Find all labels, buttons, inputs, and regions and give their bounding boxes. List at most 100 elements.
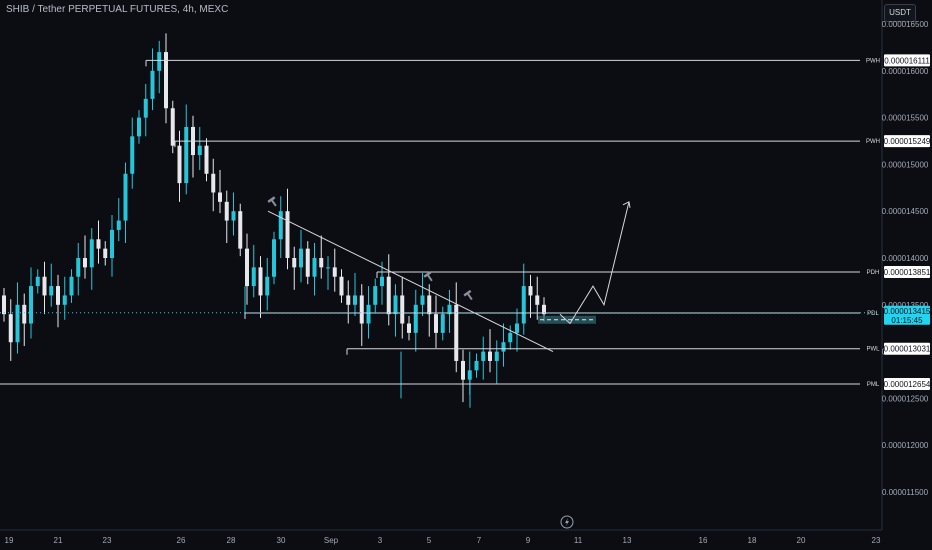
levels: PWH 0.000016111 PWH 0.000015249 PDH 0.0000138… [0,54,931,390]
projection-path[interactable] [559,201,630,325]
candle-body [110,229,114,258]
level-tag: PWH [866,139,880,145]
candle-body [359,295,364,324]
candle-body [515,323,519,333]
price-tick-label: 0.000012000 [882,441,929,450]
candle-body [35,276,40,287]
symbol-title: SHIB / Tether PERPETUAL FUTURES, 4h, MEX… [6,4,229,15]
candle-body [346,295,351,305]
swing-marker-icon [463,289,473,301]
candle-body [366,304,371,324]
candle-body [258,267,263,296]
price-tick-label: 0.000015500 [882,114,929,123]
candle-body [299,248,303,268]
candle-body [312,258,317,277]
candle-body [420,295,425,305]
level-tag: PWL [866,347,880,353]
candle-body [393,295,398,315]
candle-body [292,258,297,268]
candle-body [150,70,155,99]
replay-icon[interactable] [560,515,574,529]
candle-body [427,295,432,315]
candle-body [332,267,337,277]
candle-body [170,108,175,146]
level-price-label: 0.000013031 [884,345,931,354]
price-axis[interactable]: 0.000016500 0.000016000 0.000015500 0.00001… [882,20,929,497]
price-tick-label: 0.000014500 [882,207,929,216]
candle-body [400,295,405,324]
currency-button[interactable]: USDT [884,4,916,22]
time-tick-label: 13 [623,536,632,545]
candle-body [528,286,533,296]
level-tag: PWH [866,58,880,64]
candle-body [272,239,276,277]
candle-body [22,304,27,324]
time-tick-label: 7 [477,536,482,545]
time-tick-label: 23 [872,536,881,545]
candle-body [407,323,411,333]
candle-body [380,276,384,287]
candle-body [116,220,121,230]
time-tick-label: 21 [54,536,63,545]
time-tick-label: 20 [797,536,806,545]
candle-body [386,276,391,315]
candle-body [42,276,47,296]
entry-zone[interactable] [538,315,596,324]
candle-body [49,286,54,296]
candle-body [224,201,229,221]
candle-body [123,173,128,221]
candle-body [89,239,94,268]
candle-body [508,332,513,343]
candle-body [8,314,13,343]
level-price-label: 0.000016111 [884,56,930,65]
candle-body [326,267,330,269]
countdown-label: 01:15:45 [891,316,923,325]
candle-body [440,314,445,333]
drawings [267,196,631,353]
price-tick-label: 0.000012500 [882,394,929,403]
candle-body [474,360,479,371]
candle-body [285,211,290,258]
candle-body [137,117,141,137]
candle-body [353,295,357,305]
candle-body [461,360,465,380]
candle-body [83,258,87,268]
candle-body [177,145,182,184]
price-tick-label: 0.000016000 [882,67,929,76]
time-tick-label: 3 [378,536,383,545]
level-price-box [884,54,930,67]
candle-body [494,351,499,361]
trendline[interactable] [267,210,554,353]
time-axis[interactable]: 19 21 23 26 28 30 Sep 3 5 7 9 11 13 16 18 20 23 [5,536,881,545]
candle-body [211,173,216,193]
candle-body [413,304,418,333]
candle-body [69,276,74,296]
candle-body [204,145,209,174]
time-tick-label: 26 [177,536,186,545]
swing-marker-icon [267,196,277,207]
swing-marker-icon [423,271,433,282]
time-tick-label: 16 [699,536,708,545]
candle-body [447,304,452,315]
candle-body [251,267,256,287]
price-tick-label: 0.000015000 [882,160,929,169]
candle-body [542,304,546,315]
level-tag: PML [867,382,880,388]
level-tag: PDL [867,311,879,317]
candle-body [245,248,249,287]
time-tick-label: 5 [427,536,432,545]
current-price-box [884,305,930,325]
level-price-label: 0.000012654 [884,380,931,389]
candle-body [319,258,324,268]
time-tick-label: 30 [277,536,286,545]
current-price-label: 0.000013415 [884,307,931,316]
projection-arrowhead [622,201,631,208]
candle-body [434,314,438,333]
candle-body [339,276,344,296]
price-tick-label: 0.000013500 [882,301,929,310]
time-tick-label: 11 [574,536,583,545]
candle-body [467,370,472,380]
candle-body [29,286,33,324]
candle-body [143,98,148,118]
